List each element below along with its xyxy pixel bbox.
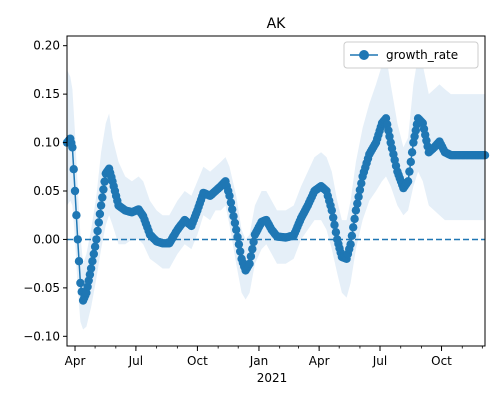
- data-point: [96, 201, 106, 210]
- data-point: [234, 240, 244, 249]
- data-point: [98, 193, 107, 202]
- data-point: [405, 167, 414, 176]
- x-tick-label: Apr: [65, 354, 86, 368]
- data-point: [347, 231, 357, 240]
- data-point: [94, 218, 104, 227]
- confidence-band: [67, 55, 485, 330]
- y-tick-label: −0.10: [23, 329, 60, 343]
- data-point: [403, 177, 413, 186]
- data-point: [248, 244, 257, 254]
- data-point: [72, 211, 81, 220]
- data-point: [354, 192, 363, 201]
- data-point: [327, 206, 336, 215]
- x-tick-label: Jul: [372, 354, 387, 368]
- data-point: [246, 252, 256, 261]
- data-point: [236, 247, 245, 256]
- y-tick-label: 0.00: [33, 232, 60, 246]
- data-point: [245, 259, 254, 268]
- data-point: [249, 237, 258, 247]
- x-tick-label: Apr: [309, 354, 330, 368]
- legend: growth_rate: [343, 41, 479, 69]
- y-tick-label: 0.20: [33, 39, 60, 53]
- data-point: [357, 179, 366, 188]
- data-point: [90, 242, 100, 251]
- data-point: [407, 148, 417, 157]
- x-tick-label: Oct: [431, 354, 452, 368]
- data-point: [99, 185, 108, 194]
- data-point: [92, 235, 101, 244]
- confidence-band-layer: [67, 55, 485, 330]
- data-point: [350, 214, 359, 224]
- y-axis: −0.10 −0.05 0.00 0.05 0.10 0.15 0.20: [23, 39, 67, 343]
- legend-box: [343, 41, 479, 69]
- data-point: [93, 226, 102, 236]
- series-markers-growth-rate: [62, 114, 490, 305]
- data-point: [330, 220, 339, 230]
- data-point: [349, 223, 358, 232]
- legend-label: growth_rate: [386, 48, 458, 62]
- data-point: [225, 191, 234, 200]
- chart-title: AK: [267, 16, 287, 32]
- data-point: [68, 143, 77, 152]
- data-point: [228, 205, 237, 214]
- data-point: [355, 185, 365, 195]
- data-point: [73, 235, 82, 244]
- data-point: [88, 257, 97, 266]
- data-point: [406, 157, 415, 167]
- data-point: [229, 212, 238, 221]
- y-tick-label: 0.15: [33, 87, 60, 101]
- y-tick-label: −0.05: [23, 281, 60, 295]
- data-point: [76, 278, 85, 288]
- series-layer: [62, 114, 490, 305]
- data-point: [232, 225, 241, 234]
- data-point: [353, 199, 362, 208]
- data-point: [233, 232, 242, 242]
- data-point: [230, 218, 240, 228]
- data-point: [74, 257, 84, 266]
- x-axis-year-label: 2021: [257, 371, 288, 385]
- data-point: [331, 228, 341, 237]
- x-tick-label: Oct: [187, 354, 208, 368]
- data-point: [69, 165, 78, 174]
- x-axis: Apr Jul Oct Jan Apr Jul Oct: [65, 346, 483, 368]
- x-tick-label: Jul: [128, 354, 143, 368]
- y-tick-label: 0.10: [33, 136, 60, 150]
- data-point: [89, 249, 99, 259]
- data-point: [70, 186, 80, 196]
- data-point: [351, 206, 361, 215]
- legend-marker-swatch: [359, 50, 369, 60]
- y-tick-label: 0.05: [33, 184, 60, 198]
- data-point: [86, 264, 96, 273]
- data-point: [329, 213, 338, 222]
- x-tick-label: Jan: [249, 354, 269, 368]
- data-point: [100, 177, 109, 186]
- data-point: [346, 240, 355, 249]
- data-point: [95, 209, 105, 219]
- data-point: [226, 198, 236, 207]
